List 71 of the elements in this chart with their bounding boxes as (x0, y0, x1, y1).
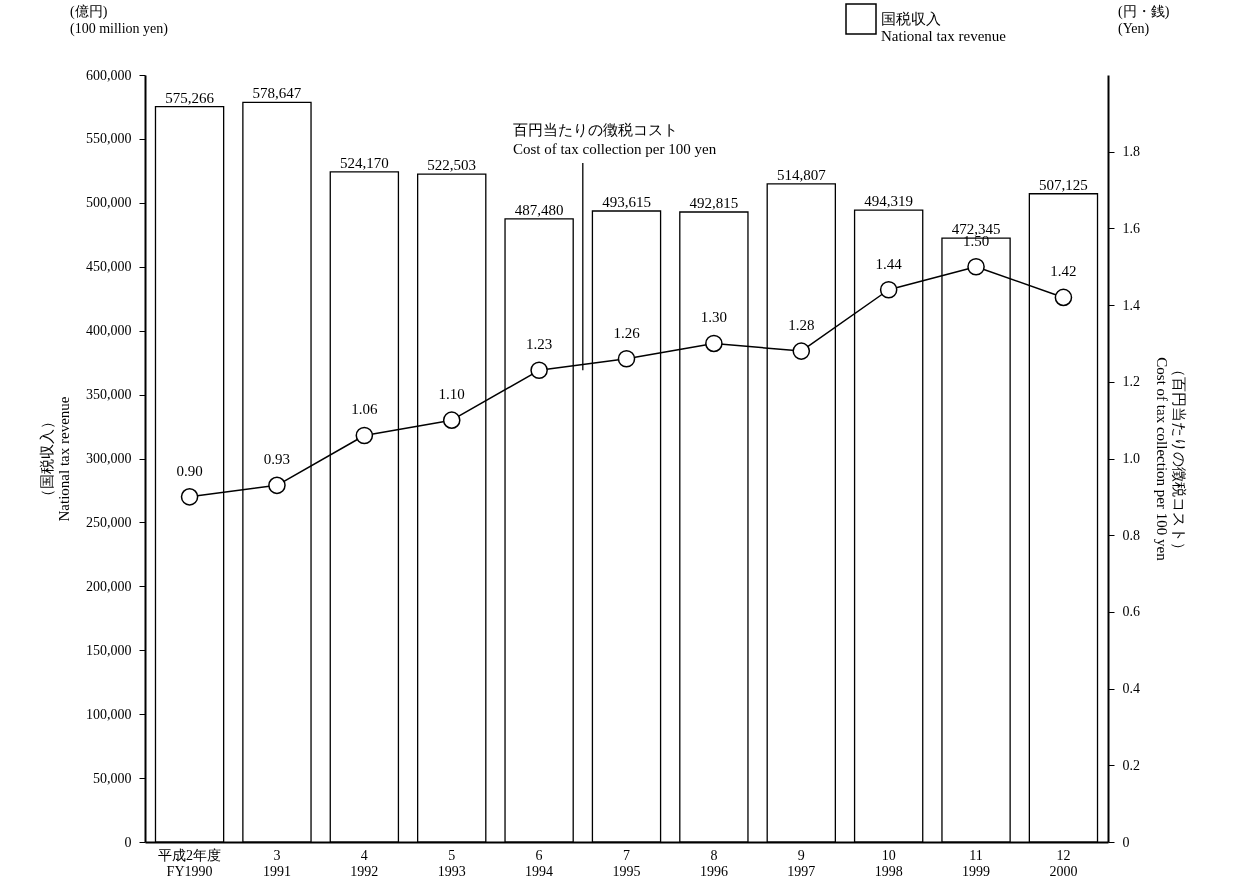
y-axis-title: （国税収入） National tax revenue (39, 396, 72, 522)
point (967, 257, 985, 276)
y2-tick-label: 1.6 (1122, 220, 1140, 236)
y-tick-label: 500,000 (86, 195, 132, 211)
data-label: 1.42 (1050, 263, 1077, 280)
x-tick-label: 平成2年度 FY1990 (158, 847, 222, 879)
data-label: 1.30 (700, 309, 728, 326)
y-tick-label: 300,000 (86, 451, 132, 466)
y-tick-label: 200,000 (86, 578, 132, 594)
data-label: 494,319 (864, 193, 914, 210)
y2-axis-title: （百円当たりの徴税コスト） Cost of tax collection per 100 yen (1154, 357, 1187, 562)
y-tick-label: 250,000 (86, 514, 132, 530)
point (617, 349, 636, 368)
x-tick-label: 9 1997 (787, 847, 816, 879)
data-label: 507,125 (1039, 176, 1088, 193)
legend-label: 国税収入 National tax revenue (881, 11, 1007, 44)
data-label: 524,170 (339, 154, 389, 171)
y-tick-label: 600,000 (86, 67, 132, 83)
y-tick-label: 550,000 (86, 131, 132, 147)
x-tick-label: 7 1995 (612, 847, 641, 879)
data-label: 1.26 (613, 324, 641, 341)
data-label: 1.44 (875, 255, 903, 272)
y2-tick-label: 0.2 (1122, 757, 1140, 773)
data-label: 1.10 (438, 386, 465, 403)
y2-tick-label: 0 (1122, 834, 1130, 850)
y2-tick-label: 0.4 (1122, 681, 1140, 697)
x-tick-label: 4 1992 (350, 847, 379, 879)
y2-tick-label: 0.8 (1122, 527, 1140, 543)
point (705, 334, 723, 353)
y-tick-label: 150,000 (86, 642, 132, 658)
data-label: 1.23 (525, 336, 553, 353)
y-tick-label: 50,000 (93, 770, 132, 786)
x-tick-label: 10 1998 (874, 847, 903, 879)
y-tick-label: 0 (124, 834, 132, 850)
x-tick-label: 12 2000 (1049, 847, 1078, 879)
point (879, 280, 898, 299)
x-tick-label: 8 1996 (699, 847, 728, 879)
data-label: 1.06 (351, 401, 378, 418)
point (792, 342, 811, 360)
y2-tick-label: 1.2 (1122, 374, 1140, 390)
y2-tick-label: 1.8 (1122, 144, 1140, 160)
data-label: 575,266 (165, 89, 215, 106)
text: 百円当たりの徴税コスト Cost of tax collection per 100 yen (512, 122, 717, 157)
point (530, 361, 548, 380)
data-label: 1.28 (788, 317, 815, 334)
data-label: 578,647 (252, 85, 302, 102)
data-label: 493,615 (602, 194, 651, 210)
point (268, 476, 286, 495)
point (442, 411, 461, 429)
x-tick-label: 3 1991 (262, 847, 291, 879)
point (180, 488, 199, 506)
point (355, 426, 374, 445)
data-label: 0.90 (176, 462, 203, 479)
x-tick-label: 6 1994 (525, 847, 554, 879)
x-tick-label: 5 1993 (437, 847, 466, 879)
y-tick-label: 450,000 (86, 259, 132, 275)
data-label: 522,503 (427, 157, 477, 174)
y-tick-label: 100,000 (86, 706, 132, 722)
data-label: 514,807 (776, 166, 827, 183)
text: (円・銭) (Yen) (1118, 4, 1170, 37)
x-tick-label: 11 1999 (962, 847, 991, 879)
text: (億円) (100 million yen) (70, 4, 169, 37)
y2-tick-label: 1.0 (1122, 451, 1140, 466)
point (1054, 288, 1073, 307)
y-tick-label: 350,000 (86, 387, 132, 403)
data-label: 0.93 (263, 451, 291, 468)
y2-tick-label: 1.4 (1122, 297, 1140, 313)
y2-tick-label: 0.6 (1122, 604, 1140, 620)
data-label: 487,480 (514, 201, 564, 218)
y-tick-label: 400,000 (86, 323, 132, 339)
data-label: 492,815 (689, 195, 739, 212)
